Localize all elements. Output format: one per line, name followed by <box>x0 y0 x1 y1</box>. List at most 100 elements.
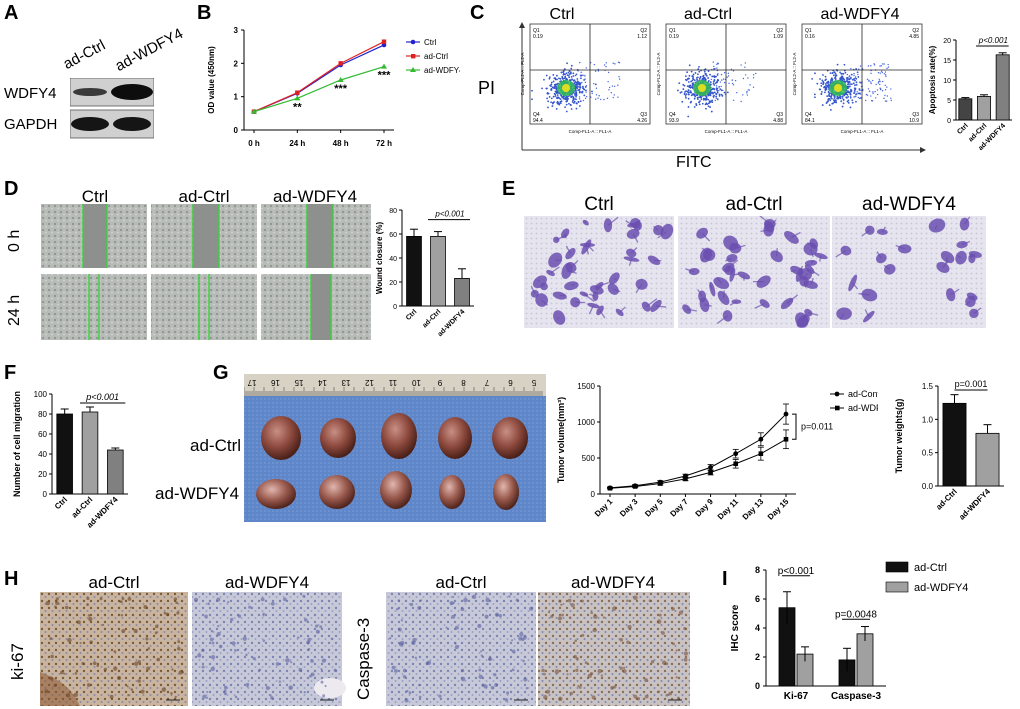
facs-dot <box>883 73 886 75</box>
facs-dot <box>885 75 887 78</box>
facs-dot <box>555 86 558 89</box>
facs-dot <box>862 89 864 92</box>
facs-dot <box>846 78 849 81</box>
y-axis-label: Apoptosis rate(%) <box>928 45 937 114</box>
y-tick-label: 80 <box>389 208 397 215</box>
facs-dot <box>718 85 721 88</box>
ihc-nucleus <box>207 602 210 606</box>
cell-process <box>754 302 765 309</box>
facs-dot <box>710 78 712 81</box>
cell-process <box>839 313 845 320</box>
ihc-nucleus <box>610 686 614 690</box>
facs-dot <box>573 100 576 103</box>
facs-dot <box>591 90 593 93</box>
facs-dot <box>554 90 557 93</box>
migrated-cell <box>553 310 566 325</box>
facs-dot <box>695 104 698 107</box>
y-tick-label: 60 <box>389 232 397 239</box>
tumor-ad-ctrl-4 <box>438 417 472 459</box>
q3-value: 4.26 <box>637 118 647 124</box>
y-tick-label: 1000 <box>577 418 595 427</box>
facs-dot <box>849 85 851 88</box>
facs-dot <box>721 79 723 81</box>
facs-dot <box>685 96 687 99</box>
wound-24h-ad-ctrl <box>151 274 257 340</box>
transwell-col-ad-wdfy4: ad-WDFY4 <box>862 194 956 215</box>
ihc-nucleus <box>113 650 117 653</box>
tumor-ad-ctrl-3 <box>381 413 417 459</box>
ihc-nucleus <box>478 674 483 680</box>
facs-dot <box>853 74 855 77</box>
ihc-nucleus <box>223 689 227 693</box>
ihc-nucleus <box>297 636 300 639</box>
ihc-nucleus <box>133 628 138 634</box>
row-label-wdfy4: WDFY4 <box>4 85 57 102</box>
point <box>758 436 764 442</box>
facs-dot <box>689 90 692 93</box>
facs-dot <box>561 75 564 78</box>
facs-dot <box>712 80 715 83</box>
facs-dot <box>824 79 827 82</box>
facs-dot <box>581 74 583 77</box>
ihc-nucleus <box>216 631 221 637</box>
facs-dot <box>572 75 575 77</box>
facs-dot <box>585 67 587 69</box>
facs-dot <box>870 81 872 83</box>
ihc-nucleus <box>79 642 82 645</box>
ihc-nucleus <box>260 597 265 602</box>
cell-process <box>541 299 548 306</box>
ihc-nucleus <box>270 601 275 606</box>
y-axis-label: Tumor volume(mm³) <box>556 397 566 483</box>
facs-dot <box>850 97 852 99</box>
ihc-nucleus <box>561 613 565 617</box>
facs-dot <box>712 96 715 99</box>
facs-dot <box>553 77 556 80</box>
ihc-nucleus <box>45 600 51 606</box>
facs-dot <box>710 91 713 94</box>
y-tick-label: 20 <box>943 38 951 45</box>
facs-dot <box>845 92 848 95</box>
facs-dot <box>569 103 572 106</box>
ihc-nucleus <box>330 637 334 641</box>
facs-dot <box>574 92 576 95</box>
facs-dot <box>613 94 615 96</box>
ihc-nucleus <box>494 683 499 687</box>
facs-dot <box>547 106 549 109</box>
facs-dot <box>571 101 574 103</box>
facs-dot <box>715 85 718 87</box>
facs-dot <box>618 75 620 78</box>
ihc-nucleus <box>494 612 500 617</box>
q1-value: 0.16 <box>805 34 815 40</box>
facs-dot <box>717 73 719 75</box>
facs-dot <box>879 65 881 67</box>
facs-dot <box>827 81 830 84</box>
facs-dot <box>679 91 682 94</box>
facs-dot <box>585 95 588 98</box>
tumor-ad-ctrl-1 <box>261 416 301 460</box>
ihc-nucleus <box>581 633 585 637</box>
ihc-nucleus <box>417 606 422 611</box>
bar-ad-ctrl <box>942 402 967 487</box>
significance-mark: *** <box>378 70 392 82</box>
migrated-cell <box>770 250 783 263</box>
facs-dot <box>580 91 582 93</box>
facs-dot <box>578 86 580 88</box>
migrated-cell <box>804 264 815 274</box>
migrated-cell <box>945 288 956 302</box>
cell-process <box>557 317 560 320</box>
cell-process <box>570 259 579 268</box>
facs-dot <box>847 90 850 93</box>
bar-ad-ctrl <box>430 236 446 307</box>
ihc-nucleus <box>50 654 54 659</box>
ihc-casp3-ad-ctrl <box>386 592 536 706</box>
facs-dot <box>591 92 593 95</box>
facs-dot <box>575 94 578 97</box>
facs-dot <box>546 92 549 95</box>
facs-dot <box>594 98 597 100</box>
facs-dot <box>858 68 860 70</box>
ihc-nucleus <box>269 694 272 697</box>
ihc-nucleus <box>622 669 627 674</box>
ihc-nucleus <box>672 642 675 646</box>
